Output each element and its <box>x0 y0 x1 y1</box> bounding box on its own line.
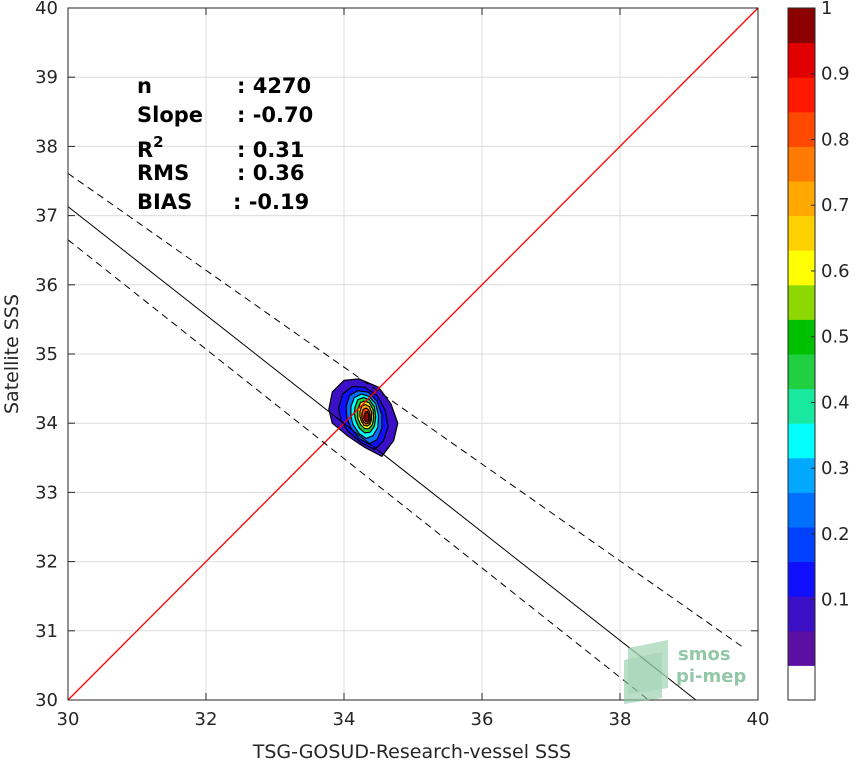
colorbar-segment <box>788 596 815 632</box>
y-tick-label: 32 <box>35 552 58 573</box>
colorbar-border <box>787 7 816 701</box>
colorbar-segment <box>788 630 815 666</box>
stat-value: : 0.31 <box>237 138 305 162</box>
y-axis-label: Satellite SSS <box>1 294 23 414</box>
colorbar-segment <box>788 354 815 390</box>
y-tick-label: 34 <box>35 413 58 434</box>
x-tick-label: 32 <box>195 709 218 730</box>
colorbar-segment <box>788 8 815 44</box>
colorbar-tick-label: 0.6 <box>821 261 850 282</box>
y-tick-label: 31 <box>35 621 58 642</box>
stat-label: Slope <box>137 103 203 127</box>
colorbar-tick-label: 1 <box>821 0 832 19</box>
colorbar-tick-label: 0.5 <box>821 327 850 348</box>
stat-superscript: 2 <box>153 133 163 151</box>
y-tick-label: 30 <box>35 690 58 711</box>
colorbar-segment <box>788 561 815 597</box>
stat-label: RMS <box>137 161 189 185</box>
colorbar <box>787 7 816 701</box>
y-tick-label: 33 <box>35 482 58 503</box>
colorbar-segment <box>788 527 815 563</box>
logo-mark-icon <box>624 640 668 704</box>
colorbar-segment <box>788 284 815 320</box>
identity-line <box>67 7 759 701</box>
stat-label: n <box>137 74 152 98</box>
colorbar-segment <box>788 42 815 78</box>
reference-lines <box>67 7 759 701</box>
stat-value: : -0.70 <box>237 103 313 127</box>
colorbar-tick-label: 0.3 <box>821 458 850 479</box>
colorbar-segment <box>788 423 815 459</box>
y-tick-label: 40 <box>35 0 58 19</box>
y-tick-label: 38 <box>35 136 58 157</box>
colorbar-segment <box>788 388 815 424</box>
density-contour <box>363 410 370 423</box>
colorbar-tick-label: 0.4 <box>821 392 850 413</box>
colorbar-tick-label: 0.1 <box>821 590 850 611</box>
y-axis-ticks: 30 31 32 33 34 35 36 37 38 39 40 <box>35 0 758 711</box>
logo-line-1: smos <box>678 644 731 665</box>
colorbar-segment <box>788 215 815 251</box>
y-tick-label: 39 <box>35 67 58 88</box>
colorbar-segment <box>788 319 815 355</box>
y-tick-label: 37 <box>35 206 58 227</box>
stat-label: BIAS <box>137 190 192 214</box>
y-tick-label: 35 <box>35 344 58 365</box>
colorbar-tick-label: 0.9 <box>821 64 850 85</box>
x-axis-label: TSG-GOSUD-Research-vessel SSS <box>252 741 572 763</box>
colorbar-segment <box>788 77 815 113</box>
colorbar-segment <box>788 146 815 182</box>
colorbar-segment <box>788 492 815 528</box>
x-axis-ticks: 30 32 34 36 38 40 <box>57 8 770 730</box>
colorbar-tick-label: 0.2 <box>821 524 850 545</box>
x-tick-label: 34 <box>333 709 356 730</box>
colorbar-tick-label: 0.8 <box>821 129 850 150</box>
smos-pi-mep-logo: smos pi-mep <box>624 640 746 704</box>
colorbar-segment <box>788 250 815 286</box>
stat-value: : -0.19 <box>233 190 309 214</box>
x-tick-label: 38 <box>609 709 632 730</box>
x-tick-label: 40 <box>747 709 770 730</box>
stat-value: : 4270 <box>237 74 311 98</box>
x-tick-label: 30 <box>57 709 80 730</box>
rms-lower-line <box>67 239 649 701</box>
colorbar-segment <box>788 111 815 147</box>
x-tick-label: 36 <box>471 709 494 730</box>
regression-line <box>67 206 697 701</box>
density-contours <box>328 378 399 457</box>
rms-upper-line <box>67 172 744 648</box>
y-tick-label: 36 <box>35 275 58 296</box>
colorbar-segment <box>788 457 815 493</box>
logo-line-2: pi-mep <box>676 666 746 687</box>
colorbar-tick-label: 0.7 <box>821 195 850 216</box>
colorbar-ticks: 0.1 0.2 0.3 0.4 0.5 0.6 0.7 0.8 0.9 1 <box>811 0 850 611</box>
colorbar-segment <box>788 181 815 217</box>
stat-value: : 0.36 <box>237 161 305 185</box>
colorbar-segment <box>788 665 815 701</box>
